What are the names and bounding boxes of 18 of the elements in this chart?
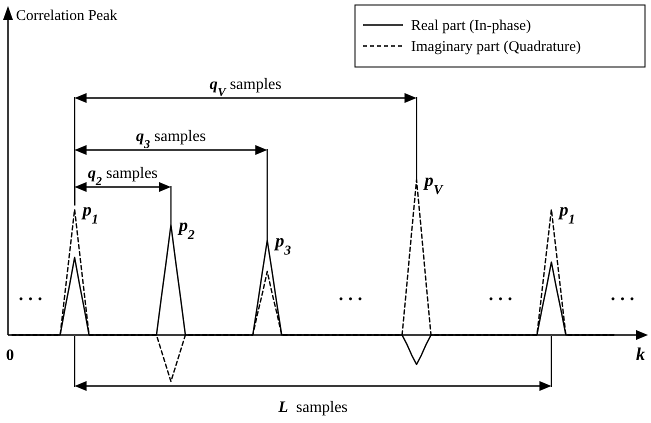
annotation: p$_{3}$ [273, 230, 292, 257]
text: Correlation Peak [16, 8, 118, 24]
text: q$_{3}$ samples [136, 128, 206, 151]
x-axis-title: k [636, 344, 645, 364]
text: L samples [277, 399, 348, 416]
annotation: ... [18, 284, 48, 304]
annotation: ... [488, 284, 518, 304]
legend-label: Real part (In-phase) [411, 18, 531, 34]
legend-label: Imaginary part (Quadrature) [411, 39, 581, 55]
annotation: p$_{1}$ [80, 199, 98, 226]
annotation: ... [338, 284, 368, 304]
annotation: ... [610, 284, 640, 304]
annotation: 0 [6, 347, 14, 364]
annotation: q$_{2}$ samples [88, 165, 158, 188]
annotation: p$_{V}$ [422, 170, 444, 196]
annotation: p$_{1}$ [557, 199, 576, 226]
annotation: p$_{2}$ [176, 214, 195, 242]
text: q$_{V}$ samples [210, 76, 282, 99]
